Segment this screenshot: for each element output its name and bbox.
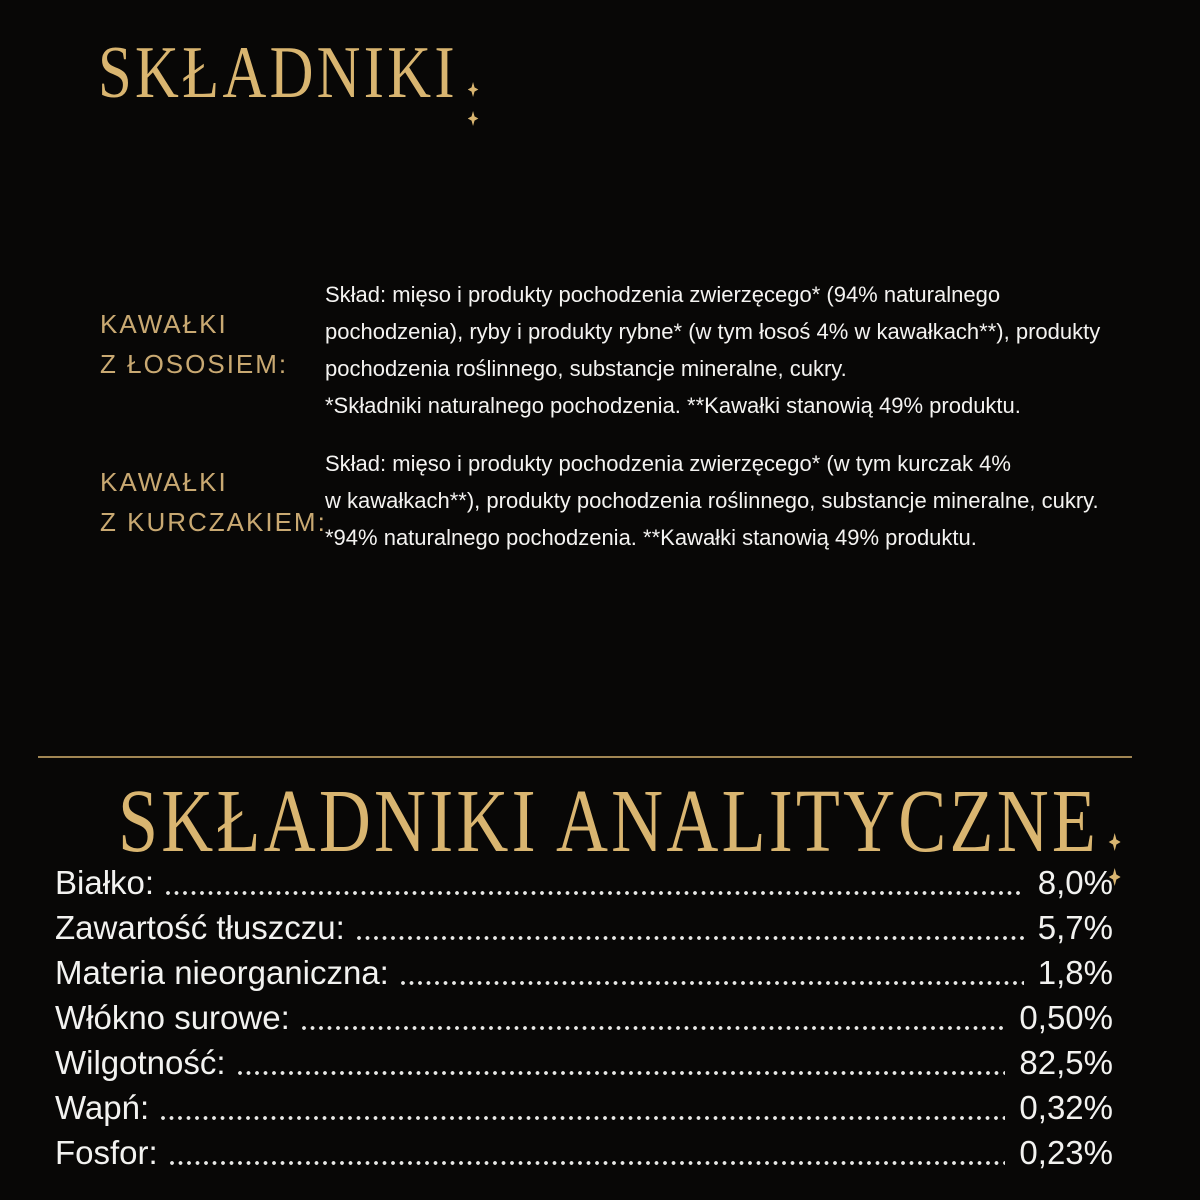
composition-line: Skład: mięso i produkty pochodzenia zwie…	[325, 282, 1001, 307]
analytical-row: Białko: 8,0%	[55, 860, 1113, 905]
dot-leader	[354, 905, 1024, 950]
analytical-label: Zawartość tłuszczu:	[55, 909, 345, 946]
analytical-value: 0,32%	[1019, 1089, 1113, 1126]
analytical-row: Materia nieorganiczna: 1,8%	[55, 950, 1113, 995]
analytical-label: Włókno surowe:	[55, 999, 290, 1036]
analytical-value: 0,50%	[1019, 999, 1113, 1036]
analytical-table: Białko: 8,0% Zawartość tłuszczu: 5,7% Ma…	[55, 860, 1113, 1175]
section-divider	[38, 756, 1132, 758]
analytical-row: Zawartość tłuszczu: 5,7%	[55, 905, 1113, 950]
analytical-label: Wapń:	[55, 1089, 150, 1126]
dot-leader	[167, 1130, 1006, 1175]
analytical-value: 5,7%	[1037, 909, 1113, 946]
analytical-label: Białko:	[55, 864, 155, 901]
variant-label-line: KAWAŁKI	[100, 309, 228, 339]
composition-chicken: Skład: mięso i produkty pochodzenia zwie…	[325, 445, 1099, 556]
composition-salmon: Skład: mięso i produkty pochodzenia zwie…	[325, 276, 1100, 424]
dot-leader	[164, 860, 1024, 905]
ingredients-heading: SKŁADNIKI	[98, 36, 479, 126]
analytical-row: Fosfor: 0,23%	[55, 1130, 1113, 1175]
variant-label-line: Z KURCZAKIEM:	[100, 507, 327, 537]
composition-line: *94% naturalnego pochodzenia. **Kawałki …	[325, 525, 977, 550]
analytical-value: 1,8%	[1037, 954, 1113, 991]
dot-leader	[159, 1085, 1006, 1130]
analytical-heading: SKŁADNIKI ANALITYCZNE	[118, 777, 1121, 886]
analytical-row: Włókno surowe: 0,50%	[55, 995, 1113, 1040]
variant-label-line: KAWAŁKI	[100, 467, 228, 497]
analytical-value: 82,5%	[1019, 1044, 1113, 1081]
variant-label-chicken: KAWAŁKI Z KURCZAKIEM:	[100, 462, 327, 542]
diamond-colon-icon	[1108, 833, 1121, 886]
composition-line: w kawałkach**), produkty pochodzenia roś…	[325, 488, 1099, 513]
dot-leader	[235, 1040, 1006, 1085]
analytical-label: Fosfor:	[55, 1134, 158, 1171]
dot-leader	[398, 950, 1024, 995]
variant-label-salmon: KAWAŁKI Z ŁOSOSIEM:	[100, 304, 288, 384]
analytical-value: 0,23%	[1019, 1134, 1113, 1171]
dot-leader	[299, 995, 1006, 1040]
composition-line: *Składniki naturalnego pochodzenia. **Ka…	[325, 393, 1021, 418]
composition-line: Skład: mięso i produkty pochodzenia zwie…	[325, 451, 1011, 476]
analytical-label: Materia nieorganiczna:	[55, 954, 389, 991]
composition-line: pochodzenia roślinnego, substancje miner…	[325, 356, 847, 381]
analytical-row: Wapń: 0,32%	[55, 1085, 1113, 1130]
variant-label-line: Z ŁOSOSIEM:	[100, 349, 289, 379]
analytical-row: Wilgotność: 82,5%	[55, 1040, 1113, 1085]
composition-line: pochodzenia), ryby i produkty rybne* (w …	[325, 319, 1101, 344]
diamond-colon-icon	[467, 82, 479, 126]
analytical-label: Wilgotność:	[55, 1044, 226, 1081]
analytical-value: 8,0%	[1037, 864, 1113, 901]
